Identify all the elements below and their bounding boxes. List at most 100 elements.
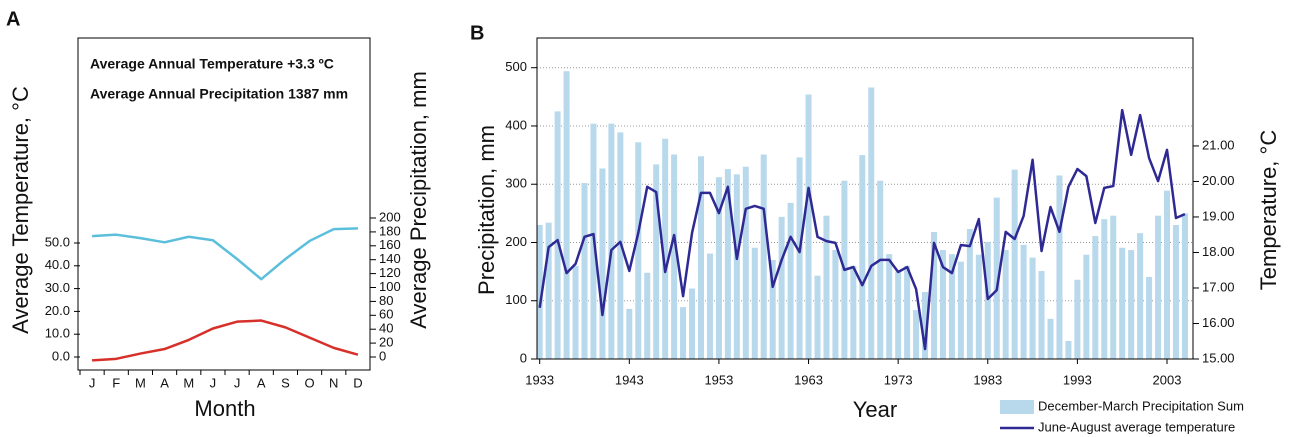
bar xyxy=(1047,318,1054,359)
x-tick-label: A xyxy=(160,375,169,390)
y2-tick-label: 200 xyxy=(379,209,401,224)
bar xyxy=(599,168,606,359)
y-tick-label: 400 xyxy=(505,117,527,132)
x-tick-label: M xyxy=(183,375,194,390)
bar xyxy=(572,265,579,359)
y2-tick-label: 160 xyxy=(379,237,401,252)
y2-tick-label: 21.00 xyxy=(1202,137,1235,152)
bar xyxy=(563,71,570,359)
x-tick-label: J xyxy=(89,375,96,390)
bar xyxy=(796,157,803,359)
bar xyxy=(742,166,749,359)
bar xyxy=(1011,169,1018,359)
bar xyxy=(1181,213,1188,359)
y2-tick-label: 16.00 xyxy=(1202,315,1235,330)
bar xyxy=(922,292,929,359)
bar xyxy=(931,231,938,359)
x-tick-label: 2003 xyxy=(1153,372,1182,387)
x-tick-label: A xyxy=(257,375,266,390)
x-axis-title: Month xyxy=(194,396,255,421)
bar xyxy=(680,307,687,359)
y-tick-label: 20.0 xyxy=(45,303,70,318)
y-tick-label: 10.0 xyxy=(45,326,70,341)
y-tick-label: 30.0 xyxy=(45,280,70,295)
bar xyxy=(545,222,552,359)
bar xyxy=(635,142,642,359)
y2-tick-label: 180 xyxy=(379,223,401,238)
bar xyxy=(1119,247,1126,359)
panel-label: A xyxy=(6,8,20,30)
bar xyxy=(904,265,911,359)
bar xyxy=(1101,219,1108,359)
y2-tick-label: 60 xyxy=(379,307,393,322)
bar xyxy=(859,155,866,359)
bar xyxy=(984,241,991,359)
bar xyxy=(1092,236,1099,359)
y2-tick-label: 20 xyxy=(379,335,393,350)
bar xyxy=(1137,233,1144,359)
bar xyxy=(537,225,543,359)
bar xyxy=(832,250,839,359)
bar xyxy=(608,123,615,359)
bar xyxy=(581,183,588,359)
x-tick-label: O xyxy=(305,375,315,390)
bar xyxy=(769,259,776,359)
bar xyxy=(1020,244,1027,359)
bar xyxy=(823,215,830,359)
y2-tick-label: 18.00 xyxy=(1202,244,1235,259)
bar xyxy=(913,310,920,359)
plot-frame xyxy=(77,37,371,371)
bar xyxy=(724,169,731,359)
bar xyxy=(653,164,660,359)
x-tick-label: 1983 xyxy=(973,372,1002,387)
bar xyxy=(698,156,704,359)
bar xyxy=(1029,257,1036,359)
bar xyxy=(814,275,821,359)
bar xyxy=(1172,225,1179,359)
bar xyxy=(1065,340,1072,359)
bar xyxy=(948,254,955,359)
x-tick-label: F xyxy=(112,375,120,390)
y2-tick-label: 17.00 xyxy=(1202,279,1235,294)
plot-frame xyxy=(536,37,1194,360)
x-tick-label: D xyxy=(353,375,362,390)
y-axis-title: Precipitation, mm xyxy=(474,125,499,295)
y-tick-label: 100 xyxy=(505,292,527,307)
x-tick-label: 1943 xyxy=(615,372,644,387)
bar xyxy=(626,308,633,359)
bar xyxy=(1146,276,1153,359)
bar xyxy=(993,197,1000,359)
bar xyxy=(787,202,794,359)
line xyxy=(92,227,358,281)
annotation: Average Annual Temperature +3.3 ºC xyxy=(90,56,334,72)
y2-tick-label: 19.00 xyxy=(1202,208,1235,223)
bar xyxy=(1074,279,1081,359)
x-tick-label: 1933 xyxy=(525,372,554,387)
panel-label: B xyxy=(470,22,484,44)
y2-axis-title: Temperature, °C xyxy=(1256,130,1281,291)
legend-label: June-August average temperature xyxy=(1038,419,1235,434)
line xyxy=(92,319,359,362)
bar xyxy=(706,253,713,359)
y-tick-label: 40.0 xyxy=(45,257,70,272)
y2-tick-label: 40 xyxy=(379,321,393,336)
x-tick-label: 1953 xyxy=(704,372,733,387)
bar xyxy=(1002,250,1009,359)
bar xyxy=(850,265,857,359)
legend-label: December-March Precipitation Sum xyxy=(1038,398,1244,413)
bar xyxy=(1038,271,1045,359)
bar xyxy=(975,254,982,359)
y2-tick-label: 140 xyxy=(379,251,401,266)
y-tick-label: 500 xyxy=(505,59,527,74)
bar xyxy=(662,138,669,359)
x-tick-label: 1993 xyxy=(1063,372,1092,387)
legend-swatch xyxy=(1000,400,1034,414)
bar xyxy=(760,154,767,359)
bar xyxy=(1056,175,1063,359)
bar xyxy=(1164,190,1171,359)
bar xyxy=(733,174,740,359)
y-tick-label: 300 xyxy=(505,176,527,191)
x-tick-label: N xyxy=(329,375,338,390)
bar xyxy=(805,94,812,359)
